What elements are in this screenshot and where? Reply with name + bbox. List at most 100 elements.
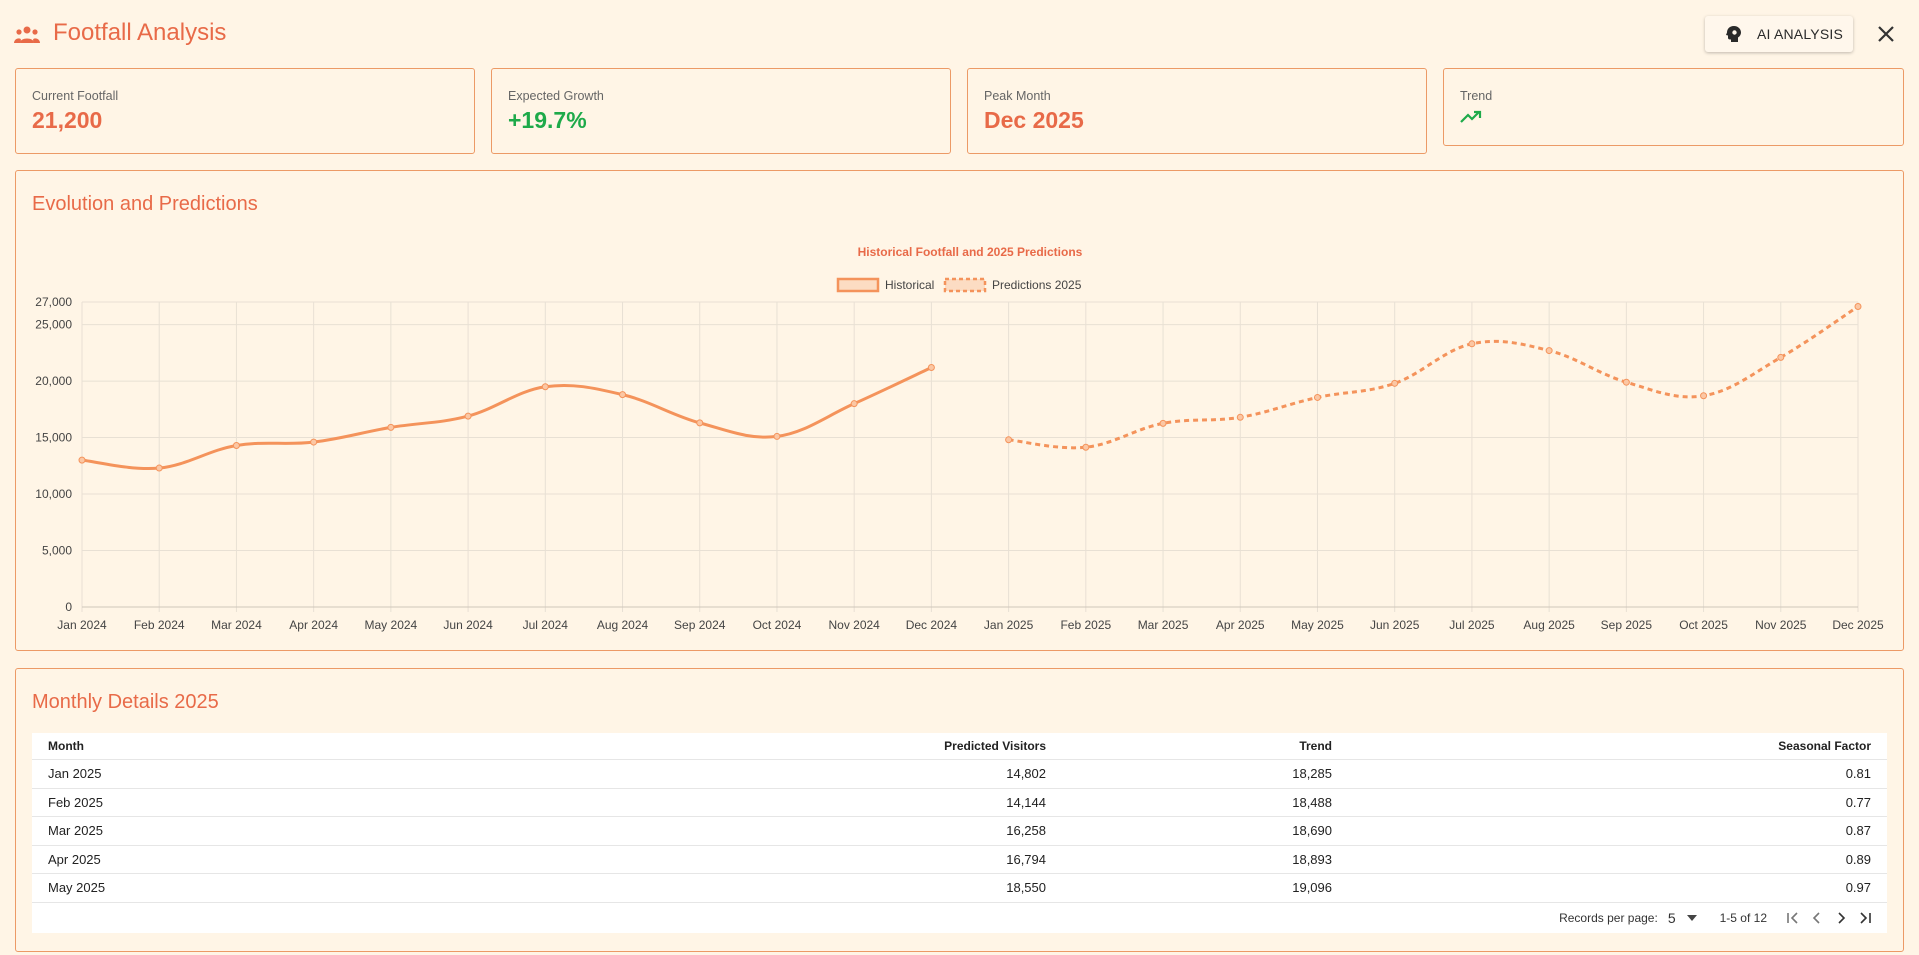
chart-title: Historical Footfall and 2025 Predictions xyxy=(858,245,1083,259)
monthly-details-table: Month Predicted Visitors Trend Seasonal … xyxy=(32,733,1887,933)
column-header-predicted-visitors[interactable]: Predicted Visitors xyxy=(944,739,1046,753)
cell-seasonal-factor: 0.89 xyxy=(1845,851,1871,867)
series-line xyxy=(1008,305,1859,450)
cell-month: May 2025 xyxy=(48,880,106,896)
trend-card: Trend xyxy=(1443,68,1904,146)
data-point xyxy=(78,456,86,464)
y-tick-label: 5,000 xyxy=(42,544,72,558)
cell-trend: 19,096 xyxy=(1292,880,1332,896)
cell-predicted-visitors: 14,802 xyxy=(1006,766,1046,782)
x-tick-label: Apr 2024 xyxy=(289,618,338,632)
cell-trend: 18,488 xyxy=(1292,794,1332,810)
current-footfall-card: Current Footfall 21,200 xyxy=(15,68,475,154)
cell-month: Apr 2025 xyxy=(48,851,101,867)
card-value: +19.7% xyxy=(508,107,587,133)
x-tick-label: Sep 2024 xyxy=(674,618,726,632)
close-icon[interactable] xyxy=(1874,22,1898,46)
page-title: Footfall Analysis xyxy=(53,19,227,46)
data-point xyxy=(1391,379,1399,387)
data-point xyxy=(1545,347,1553,355)
records-per-page-select[interactable]: 5 xyxy=(1667,909,1676,926)
data-point xyxy=(927,364,935,372)
data-point xyxy=(619,391,627,399)
data-point xyxy=(1700,392,1708,400)
table-header-row: Month Predicted Visitors Trend Seasonal … xyxy=(32,733,1887,760)
column-header-trend[interactable]: Trend xyxy=(1299,739,1332,753)
x-tick-label: May 2024 xyxy=(365,618,418,632)
x-tick-label: Dec 2024 xyxy=(906,618,958,632)
x-tick-label: Oct 2024 xyxy=(753,618,802,632)
card-value: Dec 2025 xyxy=(984,107,1084,133)
footfall-chart: Historical Footfall and 2025 Predictions… xyxy=(35,245,1884,632)
records-per-page-label: Records per page: xyxy=(1559,910,1658,925)
card-label: Trend xyxy=(1460,89,1493,103)
y-tick-label: 20,000 xyxy=(35,374,72,388)
y-tick-label: 15,000 xyxy=(35,431,72,445)
pagination-range: 1-5 of 12 xyxy=(1719,910,1767,925)
cell-predicted-visitors: 16,794 xyxy=(1006,851,1046,867)
app-header: Footfall Analysis AI ANALYSIS xyxy=(0,0,1919,68)
x-tick-label: Aug 2024 xyxy=(597,618,649,632)
cell-trend: 18,285 xyxy=(1292,766,1332,782)
column-header-month[interactable]: Month xyxy=(48,739,84,753)
trending-up-icon xyxy=(1460,110,1482,123)
peak-month-card: Peak Month Dec 2025 xyxy=(967,68,1427,154)
cell-seasonal-factor: 0.87 xyxy=(1845,823,1871,839)
column-header-seasonal-factor[interactable]: Seasonal Factor xyxy=(1778,739,1871,753)
chart-panel: Evolution and Predictions Historical Foo… xyxy=(15,170,1904,651)
data-point xyxy=(850,400,858,408)
card-label: Expected Growth xyxy=(508,89,604,103)
legend-label: Historical xyxy=(885,278,934,292)
x-tick-label: Jun 2025 xyxy=(1370,618,1420,632)
x-tick-label: Jul 2025 xyxy=(1449,618,1495,632)
first-page-icon[interactable] xyxy=(1785,911,1801,925)
legend-swatch xyxy=(943,277,987,293)
cell-predicted-visitors: 18,550 xyxy=(1006,880,1046,896)
x-tick-label: Mar 2025 xyxy=(1138,618,1189,632)
data-point xyxy=(1468,340,1476,348)
expected-growth-card: Expected Growth +19.7% xyxy=(491,68,951,154)
data-point xyxy=(1622,378,1630,386)
cell-month: Feb 2025 xyxy=(48,794,103,810)
table-row: May 2025 18,550 19,096 0.97 xyxy=(32,874,1887,903)
y-tick-label: 27,000 xyxy=(35,295,72,309)
ai-analysis-button[interactable]: AI ANALYSIS xyxy=(1705,16,1853,52)
brain-icon xyxy=(1726,26,1741,42)
last-page-icon[interactable] xyxy=(1857,911,1873,925)
data-point xyxy=(232,441,240,449)
next-page-icon[interactable] xyxy=(1833,911,1849,925)
x-tick-label: Jan 2025 xyxy=(984,618,1034,632)
data-point xyxy=(773,432,781,440)
x-tick-label: Jun 2024 xyxy=(443,618,493,632)
cell-trend: 18,690 xyxy=(1292,823,1332,839)
x-tick-label: Oct 2025 xyxy=(1679,618,1728,632)
data-point xyxy=(1236,413,1244,421)
legend-swatch xyxy=(836,277,880,293)
ai-analysis-label: AI ANALYSIS xyxy=(1757,26,1843,42)
x-tick-label: Dec 2025 xyxy=(1832,618,1884,632)
y-tick-label: 10,000 xyxy=(35,487,72,501)
x-tick-label: Sep 2025 xyxy=(1601,618,1653,632)
y-tick-label: 25,000 xyxy=(35,318,72,332)
previous-page-icon[interactable] xyxy=(1809,911,1825,925)
data-point xyxy=(1854,303,1862,311)
chevron-down-icon[interactable] xyxy=(1686,914,1698,922)
data-point xyxy=(1777,353,1785,361)
x-tick-label: May 2025 xyxy=(1291,618,1344,632)
cell-predicted-visitors: 14,144 xyxy=(1006,794,1046,810)
x-tick-label: Nov 2024 xyxy=(828,618,880,632)
x-tick-label: Aug 2025 xyxy=(1523,618,1575,632)
data-point xyxy=(1159,419,1167,427)
data-point xyxy=(387,423,395,431)
x-tick-label: Apr 2025 xyxy=(1216,618,1265,632)
card-label: Current Footfall xyxy=(32,89,119,103)
data-point xyxy=(1313,393,1321,401)
data-point xyxy=(155,464,163,472)
table-pagination: Records per page: 5 1-5 of 12 xyxy=(32,903,1887,933)
chart-panel-title: Evolution and Predictions xyxy=(32,193,258,215)
cell-trend: 18,893 xyxy=(1292,851,1332,867)
card-value: 21,200 xyxy=(32,107,103,133)
table-panel-title: Monthly Details 2025 xyxy=(32,691,219,713)
table-panel: Monthly Details 2025 Month Predicted Vis… xyxy=(15,668,1904,952)
card-label: Peak Month xyxy=(984,89,1051,103)
